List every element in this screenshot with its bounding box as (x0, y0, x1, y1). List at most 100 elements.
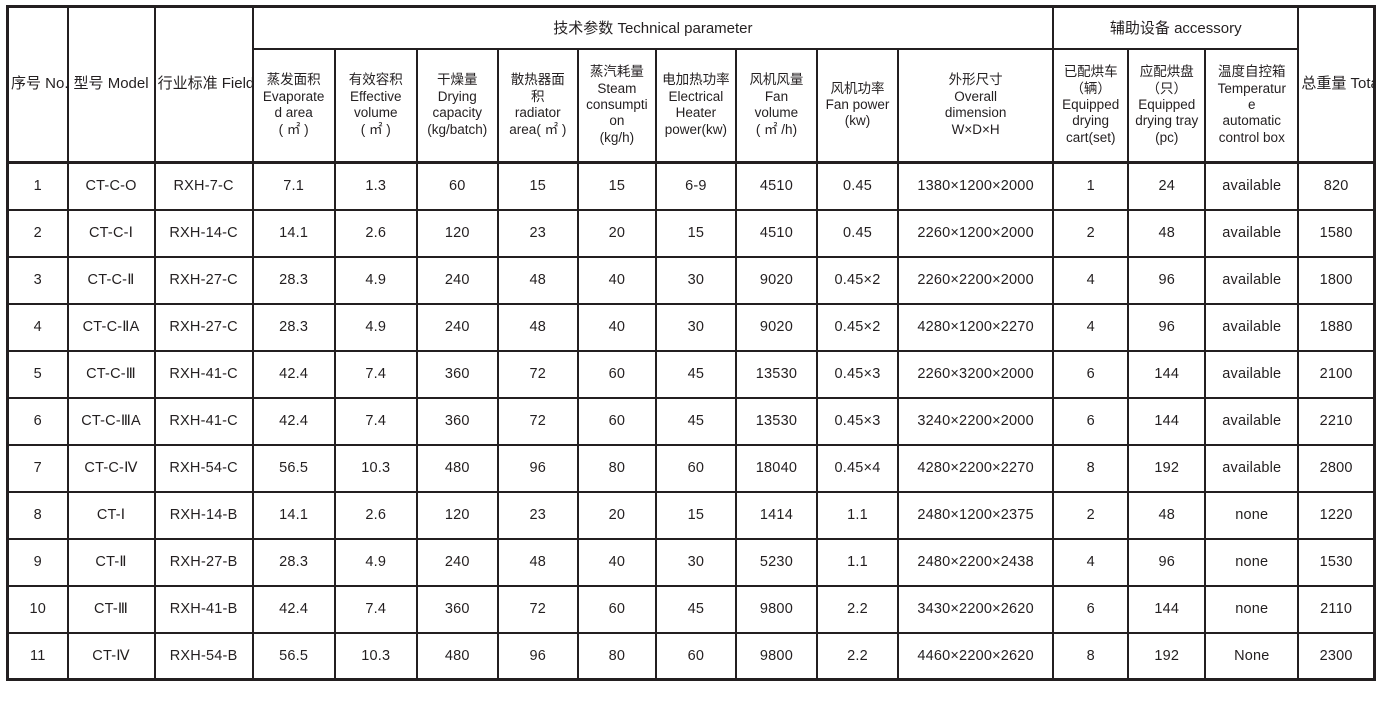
cell-fan-power: 0.45 (815, 208, 900, 258)
cell-steam-consumption: 20 (576, 208, 657, 258)
cell-field-standard-model: RXH-41-B (153, 584, 254, 634)
cell-temperature-control-box: available (1204, 349, 1300, 399)
cell-radiator-area: 48 (496, 255, 579, 305)
cell-evaporated-area: 42.4 (251, 396, 336, 446)
cell-drying-capacity: 360 (415, 349, 499, 399)
cell-fan-power: 1.1 (815, 537, 900, 587)
cell-fan-power: 0.45×3 (815, 396, 900, 446)
cell-equipped-drying-tray: 48 (1127, 490, 1207, 540)
cell-evaporated-area: 28.3 (251, 302, 336, 352)
cell-electrical-heater-power: 30 (654, 537, 737, 587)
cell-radiator-area: 48 (496, 302, 579, 352)
cell-no: 4 (6, 302, 69, 352)
cell-steam-consumption: 40 (576, 302, 657, 352)
table-row: 4 CT-C-ⅡA RXH-27-C 28.3 4.9 240 48 40 30 9020 0.45… (6, 302, 1376, 352)
cell-field-standard-model: RXH-41-C (153, 349, 254, 399)
cell-no: 11 (6, 631, 69, 681)
cell-equipped-drying-tray: 96 (1127, 255, 1207, 305)
col-header-equipped-drying-cart: 已配烘车 （辆） Equipped drying cart(set) (1052, 47, 1130, 164)
table-row: 1 CT-C-O RXH-7-C 7.1 1.3 60 15 15 6-9 4510 0.45 138… (6, 161, 1376, 211)
cell-equipped-drying-tray: 192 (1127, 443, 1207, 493)
cell-equipped-drying-cart: 6 (1052, 584, 1130, 634)
cell-effective-volume: 1.3 (333, 161, 418, 211)
cell-model: CT-Ⅲ (66, 584, 156, 634)
cell-temperature-control-box: none (1204, 537, 1300, 587)
cell-effective-volume: 4.9 (333, 255, 418, 305)
col-header-drying-capacity: 干燥量 Drying capacity (kg/batch) (415, 47, 499, 164)
cell-fan-volume: 9020 (734, 302, 818, 352)
cell-equipped-drying-cart: 8 (1052, 631, 1130, 681)
cell-equipped-drying-cart: 1 (1052, 161, 1130, 211)
cell-temperature-control-box: none (1204, 490, 1300, 540)
col-header-fan-volume: 风机风量 Fan volume ( ㎡ /h) (734, 47, 818, 164)
cell-fan-volume: 13530 (734, 396, 818, 446)
cell-model: CT-C-ⅢA (66, 396, 156, 446)
cell-evaporated-area: 7.1 (251, 161, 336, 211)
cell-drying-capacity: 120 (415, 490, 499, 540)
cell-radiator-area: 72 (496, 349, 579, 399)
cell-temperature-control-box: available (1204, 443, 1300, 493)
cell-overall-dimension: 4280×1200×2270 (897, 302, 1055, 352)
cell-no: 8 (6, 490, 69, 540)
cell-steam-consumption: 60 (576, 584, 657, 634)
cell-total-weight: 820 (1297, 161, 1376, 211)
cell-electrical-heater-power: 60 (654, 443, 737, 493)
cell-drying-capacity: 240 (415, 255, 499, 305)
cell-model: CT-C-Ⅱ (66, 255, 156, 305)
cell-equipped-drying-tray: 144 (1127, 396, 1207, 446)
table-row: 11 CT-Ⅳ RXH-54-B 56.5 10.3 480 96 80 60 9800 2.2 44… (6, 631, 1376, 681)
cell-total-weight: 1530 (1297, 537, 1376, 587)
col-header-total-weight: 总重量 Total weight (1297, 5, 1376, 164)
cell-fan-power: 0.45×4 (815, 443, 900, 493)
cell-no: 5 (6, 349, 69, 399)
table-body: 1 CT-C-O RXH-7-C 7.1 1.3 60 15 15 6-9 4510 0.45 138… (6, 161, 1376, 681)
cell-total-weight: 1880 (1297, 302, 1376, 352)
table-row: 5 CT-C-Ⅲ RXH-41-C 42.4 7.4 360 72 60 45 13530 0.45… (6, 349, 1376, 399)
cell-overall-dimension: 2260×1200×2000 (897, 208, 1055, 258)
cell-evaporated-area: 56.5 (251, 443, 336, 493)
cell-drying-capacity: 240 (415, 302, 499, 352)
cell-fan-volume: 5230 (734, 537, 818, 587)
col-header-electrical-heater-power: 电加热功率 Electrical Heater power(kw) (654, 47, 737, 164)
cell-field-standard-model: RXH-7-C (153, 161, 254, 211)
cell-total-weight: 2100 (1297, 349, 1376, 399)
table-header: 序号 No. 型号 Model 行业标准 Field standard mode… (6, 5, 1376, 164)
cell-evaporated-area: 14.1 (251, 490, 336, 540)
group-header-technical-parameter: 技术参数 Technical parameter (251, 5, 1055, 50)
table-row: 7 CT-C-Ⅳ RXH-54-C 56.5 10.3 480 96 80 60 18040 0.4… (6, 443, 1376, 493)
cell-electrical-heater-power: 30 (654, 302, 737, 352)
cell-equipped-drying-tray: 192 (1127, 631, 1207, 681)
cell-radiator-area: 23 (496, 208, 579, 258)
col-header-steam-consumption: 蒸汽耗量 Steam consumpti on (kg/h) (576, 47, 657, 164)
col-header-evaporated-area: 蒸发面积 Evaporate d area ( ㎡ ) (251, 47, 336, 164)
cell-no: 2 (6, 208, 69, 258)
cell-field-standard-model: RXH-27-B (153, 537, 254, 587)
cell-equipped-drying-cart: 8 (1052, 443, 1130, 493)
cell-total-weight: 2800 (1297, 443, 1376, 493)
cell-equipped-drying-cart: 6 (1052, 349, 1130, 399)
cell-equipped-drying-tray: 96 (1127, 537, 1207, 587)
cell-evaporated-area: 14.1 (251, 208, 336, 258)
cell-drying-capacity: 120 (415, 208, 499, 258)
cell-fan-volume: 13530 (734, 349, 818, 399)
cell-model: CT-C-ⅡA (66, 302, 156, 352)
cell-fan-power: 2.2 (815, 631, 900, 681)
col-header-temperature-control-box: 温度自控箱 Temperatur e automatic control box (1204, 47, 1300, 164)
col-header-equipped-drying-tray: 应配烘盘 （只） Equipped drying tray (pc) (1127, 47, 1207, 164)
cell-overall-dimension: 3430×2200×2620 (897, 584, 1055, 634)
cell-drying-capacity: 480 (415, 631, 499, 681)
cell-equipped-drying-cart: 4 (1052, 302, 1130, 352)
cell-field-standard-model: RXH-27-C (153, 302, 254, 352)
cell-drying-capacity: 360 (415, 396, 499, 446)
cell-temperature-control-box: none (1204, 584, 1300, 634)
cell-drying-capacity: 240 (415, 537, 499, 587)
cell-overall-dimension: 4460×2200×2620 (897, 631, 1055, 681)
col-header-model: 型号 Model (66, 5, 156, 164)
cell-overall-dimension: 1380×1200×2000 (897, 161, 1055, 211)
cell-temperature-control-box: None (1204, 631, 1300, 681)
cell-radiator-area: 72 (496, 396, 579, 446)
cell-equipped-drying-cart: 2 (1052, 490, 1130, 540)
cell-equipped-drying-tray: 48 (1127, 208, 1207, 258)
cell-fan-volume: 4510 (734, 208, 818, 258)
cell-no: 9 (6, 537, 69, 587)
